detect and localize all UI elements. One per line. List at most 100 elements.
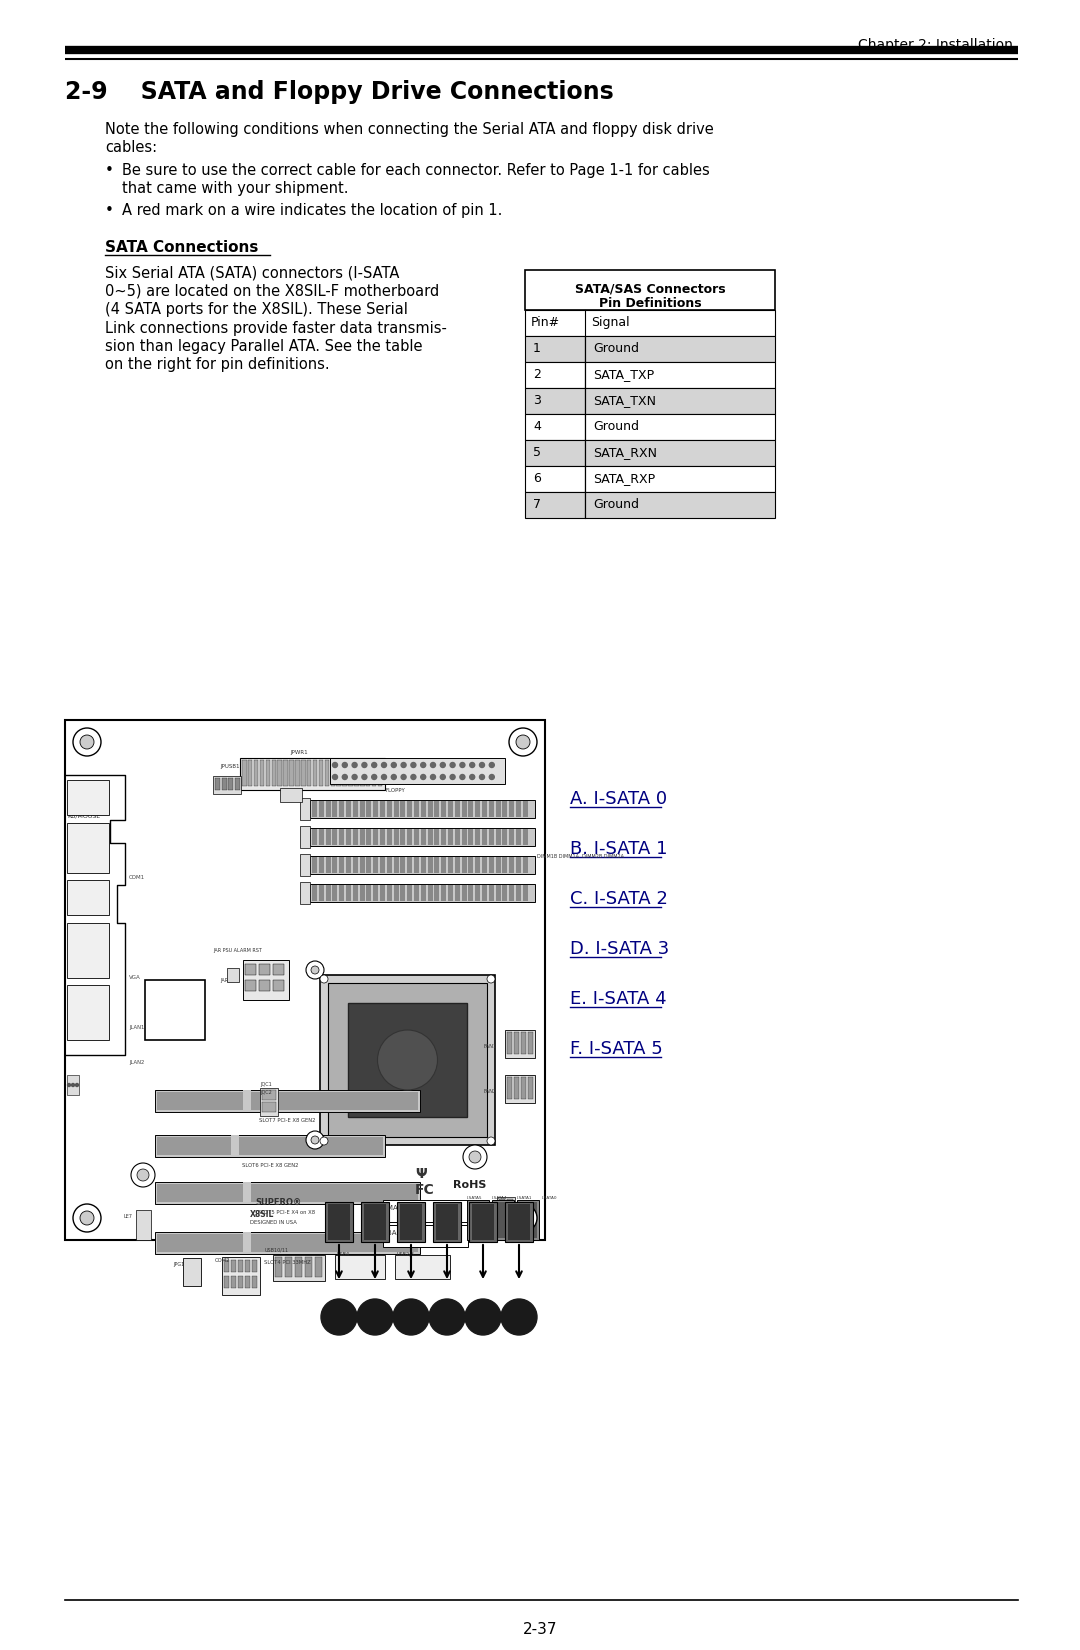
Text: D: D: [476, 1308, 489, 1323]
Bar: [67, 985, 109, 1040]
Text: Be sure to use the correct cable for each connector. Refer to Page 1-1 for cable: Be sure to use the correct cable for eac…: [122, 163, 710, 178]
Bar: [523, 800, 528, 817]
Bar: [428, 856, 433, 873]
Circle shape: [80, 734, 94, 749]
Text: JPG1: JPG1: [173, 1262, 185, 1267]
Bar: [339, 800, 345, 817]
Bar: [252, 1261, 257, 1272]
Bar: [348, 761, 353, 785]
Bar: [259, 964, 270, 975]
Bar: [325, 828, 330, 845]
Bar: [585, 337, 775, 361]
Bar: [525, 361, 585, 388]
Circle shape: [516, 734, 530, 749]
Bar: [448, 884, 453, 901]
Bar: [366, 884, 372, 901]
Circle shape: [357, 1299, 393, 1335]
Circle shape: [131, 1163, 156, 1186]
Bar: [374, 856, 378, 873]
Text: 3: 3: [534, 394, 541, 408]
Text: KB/MOUSE: KB/MOUSE: [67, 813, 100, 818]
Text: 2-9    SATA and Floppy Drive Connections: 2-9 SATA and Floppy Drive Connections: [65, 79, 613, 104]
Bar: [489, 884, 494, 901]
Bar: [319, 761, 323, 785]
Bar: [310, 884, 535, 903]
Circle shape: [342, 762, 348, 767]
Bar: [455, 828, 460, 845]
Bar: [353, 884, 357, 901]
Text: JQC2: JQC2: [260, 1091, 272, 1096]
Circle shape: [391, 774, 396, 779]
Bar: [353, 828, 357, 845]
Circle shape: [487, 1137, 495, 1145]
Bar: [461, 856, 467, 873]
Text: USB10/11: USB10/11: [265, 1247, 289, 1252]
Bar: [523, 884, 528, 901]
Bar: [301, 761, 306, 785]
Circle shape: [429, 1299, 465, 1335]
Text: sion than legacy Parallel ATA. See the table: sion than legacy Parallel ATA. See the t…: [105, 338, 422, 355]
Bar: [353, 856, 357, 873]
Bar: [157, 1234, 418, 1252]
Bar: [346, 800, 351, 817]
Bar: [455, 800, 460, 817]
Bar: [273, 964, 284, 975]
Bar: [348, 1003, 467, 1117]
Circle shape: [465, 1299, 501, 1335]
Bar: [346, 856, 351, 873]
Bar: [300, 883, 310, 904]
Text: SATA/SAS Connectors: SATA/SAS Connectors: [575, 284, 726, 295]
Bar: [521, 1031, 526, 1054]
Circle shape: [311, 965, 319, 973]
Bar: [335, 1256, 384, 1279]
Circle shape: [460, 774, 464, 779]
Bar: [380, 800, 384, 817]
Bar: [497, 1196, 515, 1224]
Text: DIMM1B DIMM1A  DIMM2B DIMM2A: DIMM1B DIMM1A DIMM2B DIMM2A: [537, 853, 624, 858]
Bar: [516, 800, 521, 817]
Bar: [156, 1233, 420, 1254]
Bar: [213, 776, 241, 794]
Circle shape: [342, 774, 348, 779]
Bar: [305, 1257, 312, 1277]
Bar: [312, 884, 318, 901]
Bar: [514, 1031, 519, 1054]
Text: Signal: Signal: [591, 317, 630, 328]
Bar: [248, 761, 253, 785]
Circle shape: [333, 762, 337, 767]
Bar: [519, 1201, 537, 1238]
Bar: [475, 856, 481, 873]
Bar: [525, 310, 775, 337]
Bar: [325, 761, 329, 785]
Circle shape: [393, 1299, 429, 1335]
Text: D. I-SATA 3: D. I-SATA 3: [570, 940, 670, 959]
Text: COM2: COM2: [215, 1257, 230, 1262]
Bar: [310, 828, 535, 846]
Bar: [585, 388, 775, 414]
Bar: [461, 800, 467, 817]
Text: A red mark on a wire indicates the location of pin 1.: A red mark on a wire indicates the locat…: [122, 203, 502, 218]
Circle shape: [421, 774, 426, 779]
Text: COM1: COM1: [129, 874, 145, 879]
Bar: [254, 761, 258, 785]
Bar: [295, 761, 299, 785]
Text: SLOT4 PCI 33MHZ: SLOT4 PCI 33MHZ: [264, 1261, 310, 1266]
Circle shape: [487, 975, 495, 983]
Bar: [414, 856, 419, 873]
Circle shape: [450, 762, 455, 767]
Bar: [492, 1200, 514, 1241]
Bar: [353, 800, 357, 817]
Bar: [401, 800, 405, 817]
Bar: [333, 884, 337, 901]
Bar: [395, 1256, 450, 1279]
Text: Pin#: Pin#: [531, 317, 561, 328]
Text: JPUSB1: JPUSB1: [220, 764, 240, 769]
Bar: [360, 800, 365, 817]
Bar: [525, 441, 585, 465]
Text: Six Serial ATA (SATA) connectors (I-SATA: Six Serial ATA (SATA) connectors (I-SATA: [105, 266, 400, 281]
Bar: [238, 1275, 243, 1289]
Bar: [310, 800, 535, 818]
Bar: [448, 828, 453, 845]
Circle shape: [381, 762, 387, 767]
Text: 5: 5: [534, 446, 541, 459]
